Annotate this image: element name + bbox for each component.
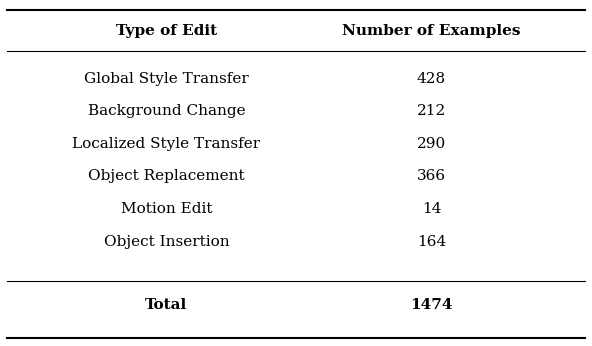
Text: Background Change: Background Change <box>88 104 245 118</box>
Text: 212: 212 <box>417 104 446 118</box>
Text: 14: 14 <box>422 202 441 216</box>
Text: Object Insertion: Object Insertion <box>104 235 229 249</box>
Text: Number of Examples: Number of Examples <box>342 24 521 38</box>
Text: 290: 290 <box>417 137 446 151</box>
Text: 428: 428 <box>417 72 446 85</box>
Text: 164: 164 <box>417 235 446 249</box>
Text: 1474: 1474 <box>410 298 453 312</box>
Text: Motion Edit: Motion Edit <box>121 202 212 216</box>
Text: Localized Style Transfer: Localized Style Transfer <box>72 137 260 151</box>
Text: Type of Edit: Type of Edit <box>116 24 217 38</box>
Text: Global Style Transfer: Global Style Transfer <box>84 72 249 85</box>
Text: Total: Total <box>145 298 188 312</box>
Text: Object Replacement: Object Replacement <box>88 170 244 183</box>
Text: 366: 366 <box>417 170 446 183</box>
